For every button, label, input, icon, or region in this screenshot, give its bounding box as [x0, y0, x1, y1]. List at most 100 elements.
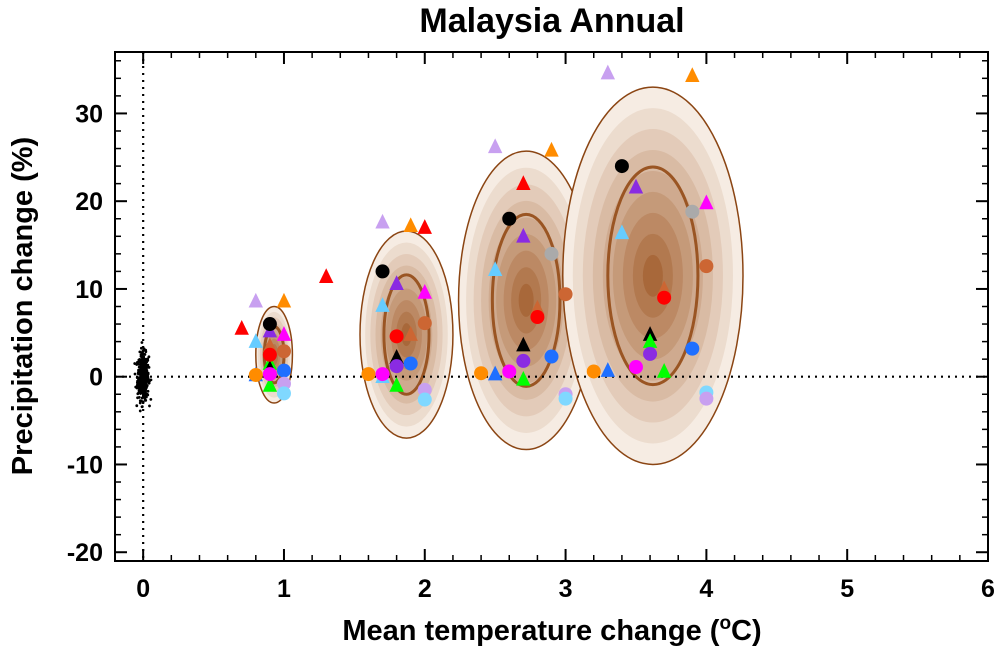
control-point	[142, 394, 146, 398]
triangle-marker	[614, 224, 630, 240]
control-point	[144, 387, 148, 391]
control-point	[141, 369, 144, 373]
control-point	[140, 372, 144, 376]
triangle-marker	[530, 299, 545, 315]
circle-marker	[544, 349, 559, 364]
x-tick-label: 4	[699, 575, 713, 603]
ellipse-4	[562, 86, 744, 466]
control-point	[135, 386, 139, 390]
control-point	[142, 360, 146, 364]
triangle-marker	[600, 64, 616, 80]
circle-marker	[614, 159, 629, 174]
triangle-marker	[248, 333, 264, 348]
x-axis-label: Mean temperature change (oC)	[342, 613, 761, 647]
circle-marker	[502, 364, 517, 379]
control-point	[145, 370, 149, 374]
circle-marker	[417, 392, 432, 407]
y-tick-label: -10	[67, 451, 103, 479]
control-point	[144, 378, 148, 382]
circle-marker	[389, 329, 404, 344]
circle-marker	[417, 316, 432, 331]
control-point	[138, 379, 142, 382]
control-point	[137, 358, 141, 362]
circle-marker	[276, 363, 291, 378]
control-point	[133, 372, 137, 376]
triangle-marker	[699, 194, 714, 210]
control-point	[137, 371, 141, 374]
circle-marker	[628, 360, 643, 375]
circle-marker	[361, 367, 376, 382]
control-point	[149, 398, 153, 401]
circle-marker	[403, 356, 418, 371]
triangle-marker	[234, 320, 249, 335]
control-point	[137, 388, 141, 392]
triangle-marker	[248, 292, 264, 308]
triangle-marker	[403, 326, 418, 341]
triangle-marker	[516, 175, 531, 190]
x-axis-label-suffix: C)	[731, 615, 762, 647]
control-point	[138, 381, 142, 385]
ellipse-4-inner-ring	[606, 165, 700, 387]
reference-lines	[115, 52, 988, 561]
control-point	[138, 368, 142, 372]
x-tick-label: 5	[840, 575, 854, 603]
circle-marker	[558, 391, 573, 406]
triangle-marker	[389, 275, 404, 290]
circle-marker	[643, 346, 658, 361]
triangle-marker	[403, 217, 418, 233]
x-tick-label: 1	[277, 575, 291, 603]
x-axis-label-main: Mean temperature change (	[342, 615, 719, 647]
y-tick-label: 10	[75, 276, 103, 304]
circle-marker	[276, 386, 291, 401]
circle-marker	[516, 353, 531, 368]
control-point	[141, 400, 145, 404]
ticks: 0 1 2 3 4 5 6 -20 -10 0 10 20 30	[67, 52, 995, 603]
circle-marker	[530, 310, 545, 325]
ellipse-2-inner-ring	[382, 273, 431, 396]
control-point	[143, 396, 147, 400]
triangle-marker	[516, 370, 531, 386]
triangle-marker	[656, 280, 672, 296]
control-point	[142, 392, 145, 395]
triangle-marker	[487, 365, 503, 381]
chart-title: Malaysia Annual	[419, 2, 684, 40]
ellipse-3-band-9	[518, 283, 534, 317]
triangle-marker	[375, 297, 390, 312]
x-tick-label: 2	[418, 575, 432, 603]
triangle-marker	[389, 349, 404, 364]
control-point	[140, 341, 144, 344]
circle-marker	[657, 290, 672, 305]
control-point	[140, 405, 144, 409]
triangle-marker	[516, 336, 531, 352]
markers	[234, 64, 714, 407]
triangle-marker	[685, 67, 700, 82]
control-point	[142, 347, 146, 351]
control-point	[139, 361, 143, 365]
triangle-marker	[262, 377, 278, 392]
triangle-marker	[487, 261, 503, 276]
control-point	[139, 366, 143, 370]
triangle-marker	[544, 141, 559, 157]
triangle-marker	[389, 377, 404, 392]
x-tick-label: 6	[981, 575, 995, 603]
control-point	[139, 392, 142, 395]
y-tick-label: 0	[89, 364, 103, 392]
triangle-marker	[262, 337, 278, 353]
circle-marker	[375, 264, 390, 279]
control-point	[144, 366, 148, 370]
circle-marker	[586, 364, 601, 379]
circle-marker	[248, 367, 263, 382]
triangle-marker	[417, 219, 432, 234]
ellipse-3-inner-ring	[490, 212, 562, 388]
control-point	[135, 404, 139, 408]
circle-marker	[685, 341, 700, 356]
circle-marker	[544, 246, 559, 261]
control-point	[144, 350, 148, 354]
triangle-marker	[516, 227, 531, 243]
triangle-marker	[319, 268, 334, 283]
control-point	[145, 392, 149, 396]
control-point	[138, 409, 142, 413]
control-point	[146, 389, 150, 393]
ellipse-4-band-9	[642, 254, 663, 297]
